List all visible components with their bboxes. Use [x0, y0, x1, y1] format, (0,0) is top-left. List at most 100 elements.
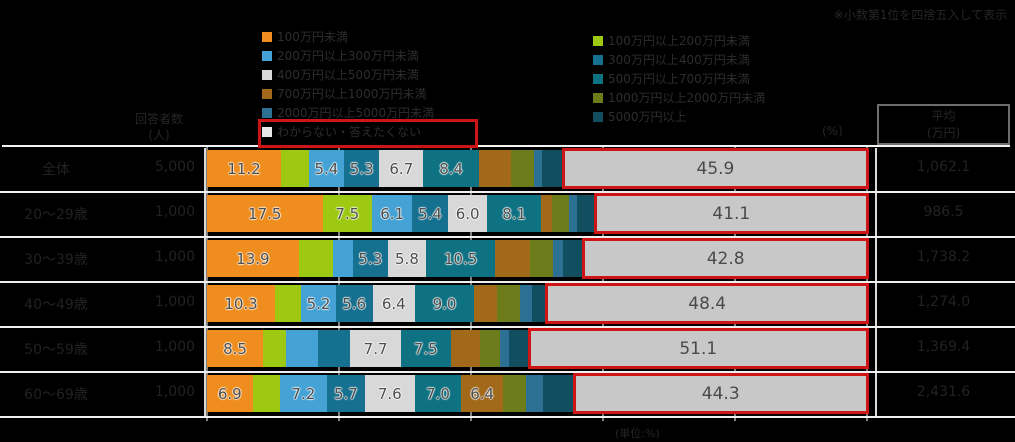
table-row: 50〜59歳 1,000 8.5 7.7 7.5 51.1 1,369.4 — [0, 328, 1015, 373]
gridline — [206, 146, 208, 421]
bar-segment: 5.8 — [387, 240, 427, 277]
bar-segment: 17.5 — [207, 195, 323, 232]
bar-segment: 5.6 — [335, 285, 373, 322]
legend-swatch — [262, 50, 272, 61]
row-respondent-count: 1,000 — [154, 339, 195, 355]
legend-column-left: 100万円未満 200万円以上300万円未満 400万円以上500万円未満 700万円… — [262, 27, 434, 141]
bar-segment: 42.8 — [582, 238, 869, 279]
legend-label: 700万円以上1000万円未満 — [277, 87, 427, 101]
bar-segment — [533, 150, 542, 187]
segment-value: 42.8 — [706, 248, 745, 269]
bar-segment: 10.5 — [426, 240, 496, 277]
row-average-value: 1,738.2 — [916, 249, 971, 265]
bar-segment — [503, 375, 527, 412]
segment-value: 9.0 — [432, 294, 457, 313]
legend-swatch — [593, 111, 603, 122]
bar-segment — [552, 195, 569, 232]
bar-segment: 8.5 — [207, 330, 264, 367]
bar-segment — [531, 285, 548, 322]
segment-value: 44.3 — [701, 383, 740, 404]
segment-value: 48.4 — [688, 293, 727, 314]
row-respondent-count: 1,000 — [154, 294, 195, 310]
bar-segment — [540, 195, 553, 232]
segment-value: 6.4 — [381, 294, 406, 313]
average-header-line1: 平均 — [931, 109, 956, 123]
row-category-label: 20〜29歳 — [24, 207, 88, 223]
segment-value: 17.5 — [248, 204, 282, 223]
average-header-line2: (万円) — [926, 126, 961, 141]
bar-segment: 45.9 — [561, 148, 869, 189]
table-row: 全体 5,000 11.2 5.4 5.3 6.7 8.4 45.9 1,062.1 — [0, 148, 1015, 193]
table-body: 全体 5,000 11.2 5.4 5.3 6.7 8.4 45.9 1,062.1 20〜29歳… — [0, 148, 1015, 418]
legend-swatch — [262, 69, 272, 80]
bar-segment — [526, 375, 543, 412]
bar-segment — [474, 285, 498, 322]
stacked-bar: 11.2 5.4 5.3 6.7 8.4 45.9 — [207, 148, 869, 189]
legend-label: 500万円以上700万円未満 — [608, 72, 750, 86]
segment-value: 45.9 — [696, 158, 735, 179]
row-respondent-count: 1,000 — [154, 204, 195, 220]
row-average-value: 986.5 — [923, 204, 964, 220]
segment-value: 5.4 — [314, 159, 339, 178]
segment-value: 51.1 — [679, 338, 718, 359]
bar-segment — [333, 240, 353, 277]
segment-value: 13.9 — [236, 249, 270, 268]
table-row: 30〜39歳 1,000 13.9 5.3 5.8 10.5 42.8 1,738.2 — [0, 238, 1015, 283]
segment-value: 6.1 — [380, 204, 405, 223]
bar-segment: 13.9 — [207, 240, 299, 277]
bar-segment: 7.5 — [322, 195, 372, 232]
gridline — [602, 146, 604, 421]
bar-segment: 7.6 — [364, 375, 415, 412]
bar-segment — [552, 240, 564, 277]
segment-value: 10.3 — [224, 294, 258, 313]
row-average-value: 1,369.4 — [916, 339, 971, 355]
bar-segment — [563, 240, 585, 277]
segment-value: 8.4 — [439, 159, 464, 178]
respondents-column-header: 回答者数 (人) — [115, 112, 203, 143]
bar-segment — [450, 330, 480, 367]
segment-value: 5.4 — [418, 204, 442, 223]
bar-segment — [263, 330, 286, 367]
row-average-value: 1,062.1 — [916, 159, 971, 175]
bar-segment — [317, 330, 351, 367]
legend-label: 400万円以上500万円未満 — [277, 68, 419, 82]
bar-segment: 5.4 — [412, 195, 448, 232]
bar-segment: 8.1 — [487, 195, 541, 232]
row-respondent-count: 1,000 — [154, 384, 195, 400]
bar-segment — [519, 285, 532, 322]
bar-segment: 7.2 — [279, 375, 328, 412]
legend-item: 200万円以上300万円未満 — [262, 46, 434, 65]
legend-item: 700万円以上1000万円未満 — [262, 84, 434, 103]
segment-value: 5.8 — [395, 249, 419, 268]
stacked-bar: 6.9 7.2 5.7 7.6 7.0 6.4 44.3 — [207, 373, 869, 414]
segment-value: 6.0 — [455, 204, 480, 223]
bar-segment: 5.3 — [352, 240, 388, 277]
segment-value: 5.3 — [349, 159, 374, 178]
bar-segment: 7.7 — [350, 330, 401, 367]
gridline — [470, 146, 472, 421]
bar-segment: 44.3 — [572, 373, 869, 414]
bar-segment: 5.3 — [344, 150, 380, 187]
segment-value: 7.5 — [335, 204, 360, 223]
legend-label: 2000万円以上5000万円未満 — [277, 106, 435, 120]
segment-value: 10.5 — [444, 249, 478, 268]
legend-swatch — [593, 35, 603, 46]
table-row: 40〜49歳 1,000 10.3 5.2 5.6 6.4 9.0 48.4 1,274.0 — [0, 283, 1015, 328]
row-average-value: 2,431.6 — [916, 384, 971, 400]
gridline — [866, 146, 868, 421]
bar-segment: 51.1 — [527, 328, 869, 369]
row-respondent-count: 5,000 — [154, 159, 195, 175]
legend-item: 300万円以上400万円未満 — [593, 50, 765, 69]
bar-segment: 6.1 — [372, 195, 413, 232]
segment-value: 11.2 — [227, 159, 261, 178]
bar-segment: 6.4 — [372, 285, 415, 322]
bar-segment — [285, 330, 318, 367]
segment-value: 7.7 — [363, 339, 388, 358]
legend-label: 200万円以上300万円未満 — [277, 49, 419, 63]
legend-item: 1000万円以上2000万円未満 — [593, 88, 765, 107]
bar-segment — [542, 375, 575, 412]
segment-value: 6.9 — [217, 384, 242, 403]
average-column-header: 平均 (万円) — [877, 104, 1010, 145]
segment-value: 7.2 — [291, 384, 316, 403]
legend-swatch — [262, 31, 272, 42]
